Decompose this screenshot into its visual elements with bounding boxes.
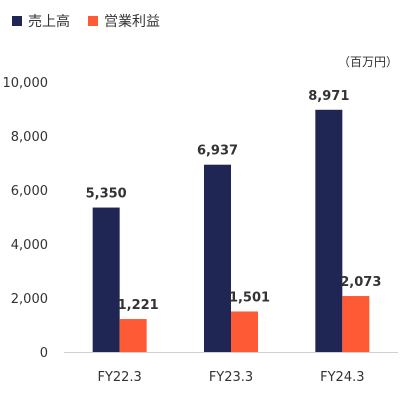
data-label-profit: 1,501 <box>229 290 270 305</box>
legend-swatch-profit <box>88 16 98 26</box>
legend: 売上高 営業利益 <box>12 13 160 30</box>
y-tick-label: 4,000 <box>11 238 48 253</box>
legend-label-profit: 営業利益 <box>104 14 160 30</box>
data-labels: 5,350 1,221 6,937 1,501 8,971 2,073 <box>86 89 382 313</box>
y-tick-label: 8,000 <box>11 130 48 145</box>
bar-profit <box>342 296 370 352</box>
x-axis: FY22.3 FY23.3 FY24.3 <box>64 352 398 385</box>
y-tick-label: 10,000 <box>3 76 49 91</box>
legend-swatch-sales <box>12 16 22 26</box>
unit-label: （百万円） <box>338 55 398 69</box>
data-label-sales: 6,937 <box>197 144 238 159</box>
x-category-label: FY24.3 <box>320 370 364 385</box>
y-axis: 0 2,000 4,000 6,000 8,000 10,000 <box>3 76 49 361</box>
bars <box>92 109 370 353</box>
data-label-profit: 2,073 <box>340 275 381 290</box>
data-label-sales: 8,971 <box>308 89 349 104</box>
y-tick-label: 0 <box>40 346 48 361</box>
x-category-label: FY22.3 <box>97 370 141 385</box>
bar-sales <box>204 164 231 352</box>
bar-profit <box>231 311 258 352</box>
bar-sales <box>315 109 343 353</box>
x-category-label: FY23.3 <box>209 370 253 385</box>
y-tick-label: 6,000 <box>11 184 48 199</box>
data-label-sales: 5,350 <box>86 187 127 202</box>
data-label-profit: 1,221 <box>118 298 159 313</box>
bar-profit <box>119 319 147 352</box>
legend-label-sales: 売上高 <box>28 13 70 30</box>
y-tick-label: 2,000 <box>11 292 48 307</box>
bar-sales <box>92 207 120 352</box>
